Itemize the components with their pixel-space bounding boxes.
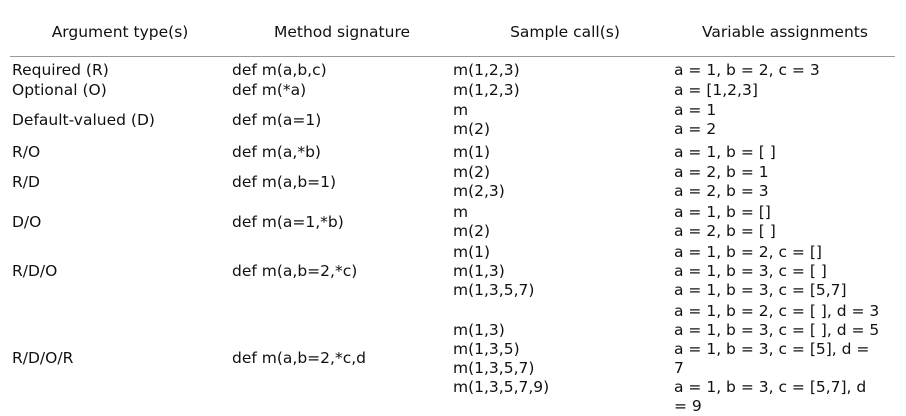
- row-rdo-signature: def m(a,b=2,*c): [232, 262, 358, 280]
- row-ro-call: m(1): [453, 143, 491, 161]
- row-optional-assignment: a = [1,2,3]: [674, 81, 758, 99]
- row-rdo-assignments: a = 1, b = 2, c = [] a = 1, b = 3, c = […: [674, 243, 847, 300]
- call-line: m(1,3): [453, 262, 505, 280]
- call-line: m(1,3,5): [453, 340, 520, 358]
- row-default-type: Default-valued (D): [12, 111, 155, 129]
- row-required-call: m(1,2,3): [453, 61, 520, 79]
- row-rd-calls: m(2) m(2,3): [453, 163, 505, 201]
- call-line: m: [453, 203, 469, 221]
- row-rd-type: R/D: [12, 173, 40, 191]
- header-variable-assignments: Variable assignments: [702, 23, 868, 41]
- row-default-calls: m m(2): [453, 101, 490, 139]
- call-line: m(1,3,5,7,9): [453, 378, 550, 396]
- call-line: m(1,3,5,7): [453, 281, 535, 299]
- row-default-signature: def m(a=1): [232, 111, 322, 129]
- assignment-line: a = 2: [674, 120, 717, 138]
- row-required-signature: def m(a,b,c): [232, 61, 327, 79]
- row-required-type: Required (R): [12, 61, 109, 79]
- row-required-assignment: a = 1, b = 2, c = 3: [674, 61, 820, 79]
- assignment-line: 7: [674, 359, 684, 377]
- assignment-line: a = 1, b = 2, c = [ ], d = 3: [674, 302, 880, 320]
- row-optional-type: Optional (O): [12, 81, 107, 99]
- row-rd-assignments: a = 2, b = 1 a = 2, b = 3: [674, 163, 769, 201]
- row-rdor-calls: m(1,3) m(1,3,5) m(1,3,5,7) m(1,3,5,7,9): [453, 321, 549, 397]
- header-sample-calls: Sample call(s): [510, 23, 620, 41]
- assignment-line: a = 1, b = 2, c = []: [674, 243, 822, 261]
- call-line: m(2): [453, 163, 491, 181]
- assignment-line: a = 2, b = [ ]: [674, 222, 776, 240]
- assignment-line: a = 2, b = 3: [674, 182, 769, 200]
- assignment-line: a = 1: [674, 101, 717, 119]
- row-rdo-type: R/D/O: [12, 262, 58, 280]
- row-ro-type: R/O: [12, 143, 41, 161]
- row-do-calls: m m(2): [453, 203, 490, 241]
- assignment-line: a = 2, b = 1: [674, 163, 769, 181]
- row-rd-signature: def m(a,b=1): [232, 173, 337, 191]
- row-default-assignments: a = 1 a = 2: [674, 101, 716, 139]
- call-line: m: [453, 101, 469, 119]
- row-do-assignments: a = 1, b = [] a = 2, b = [ ]: [674, 203, 776, 241]
- row-optional-signature: def m(*a): [232, 81, 307, 99]
- assignment-line: a = 1, b = 3, c = [5], d =: [674, 340, 870, 358]
- row-optional-call: m(1,2,3): [453, 81, 520, 99]
- call-line: m(1,3,5,7): [453, 359, 535, 377]
- assignment-line: a = 1, b = 3, c = [ ], d = 5: [674, 321, 880, 339]
- row-rdor-signature: def m(a,b=2,*c,d: [232, 349, 366, 367]
- call-line: m(2): [453, 222, 491, 240]
- assignment-line: a = 1, b = 3, c = [5,7], d: [674, 378, 867, 396]
- row-rdor-assignments: a = 1, b = 2, c = [ ], d = 3 a = 1, b = …: [674, 302, 879, 416]
- row-do-type: D/O: [12, 213, 42, 231]
- call-line: m(2,3): [453, 182, 505, 200]
- header-argument-types: Argument type(s): [51, 23, 189, 41]
- header-divider: [10, 56, 895, 57]
- row-do-signature: def m(a=1,*b): [232, 213, 344, 231]
- assignment-line: a = 1, b = []: [674, 203, 771, 221]
- call-line: m(1,3): [453, 321, 505, 339]
- row-ro-assignment: a = 1, b = [ ]: [674, 143, 776, 161]
- assignment-line: a = 1, b = 3, c = [5,7]: [674, 281, 847, 299]
- row-rdo-calls: m(1) m(1,3) m(1,3,5,7): [453, 243, 534, 300]
- call-line: m(1): [453, 243, 491, 261]
- call-line: m(2): [453, 120, 491, 138]
- row-ro-signature: def m(a,*b): [232, 143, 321, 161]
- row-rdor-type: R/D/O/R: [12, 349, 74, 367]
- assignment-line: a = 1, b = 3, c = [ ]: [674, 262, 827, 280]
- assignment-line: = 9: [674, 397, 702, 415]
- header-method-signature: Method signature: [273, 23, 411, 41]
